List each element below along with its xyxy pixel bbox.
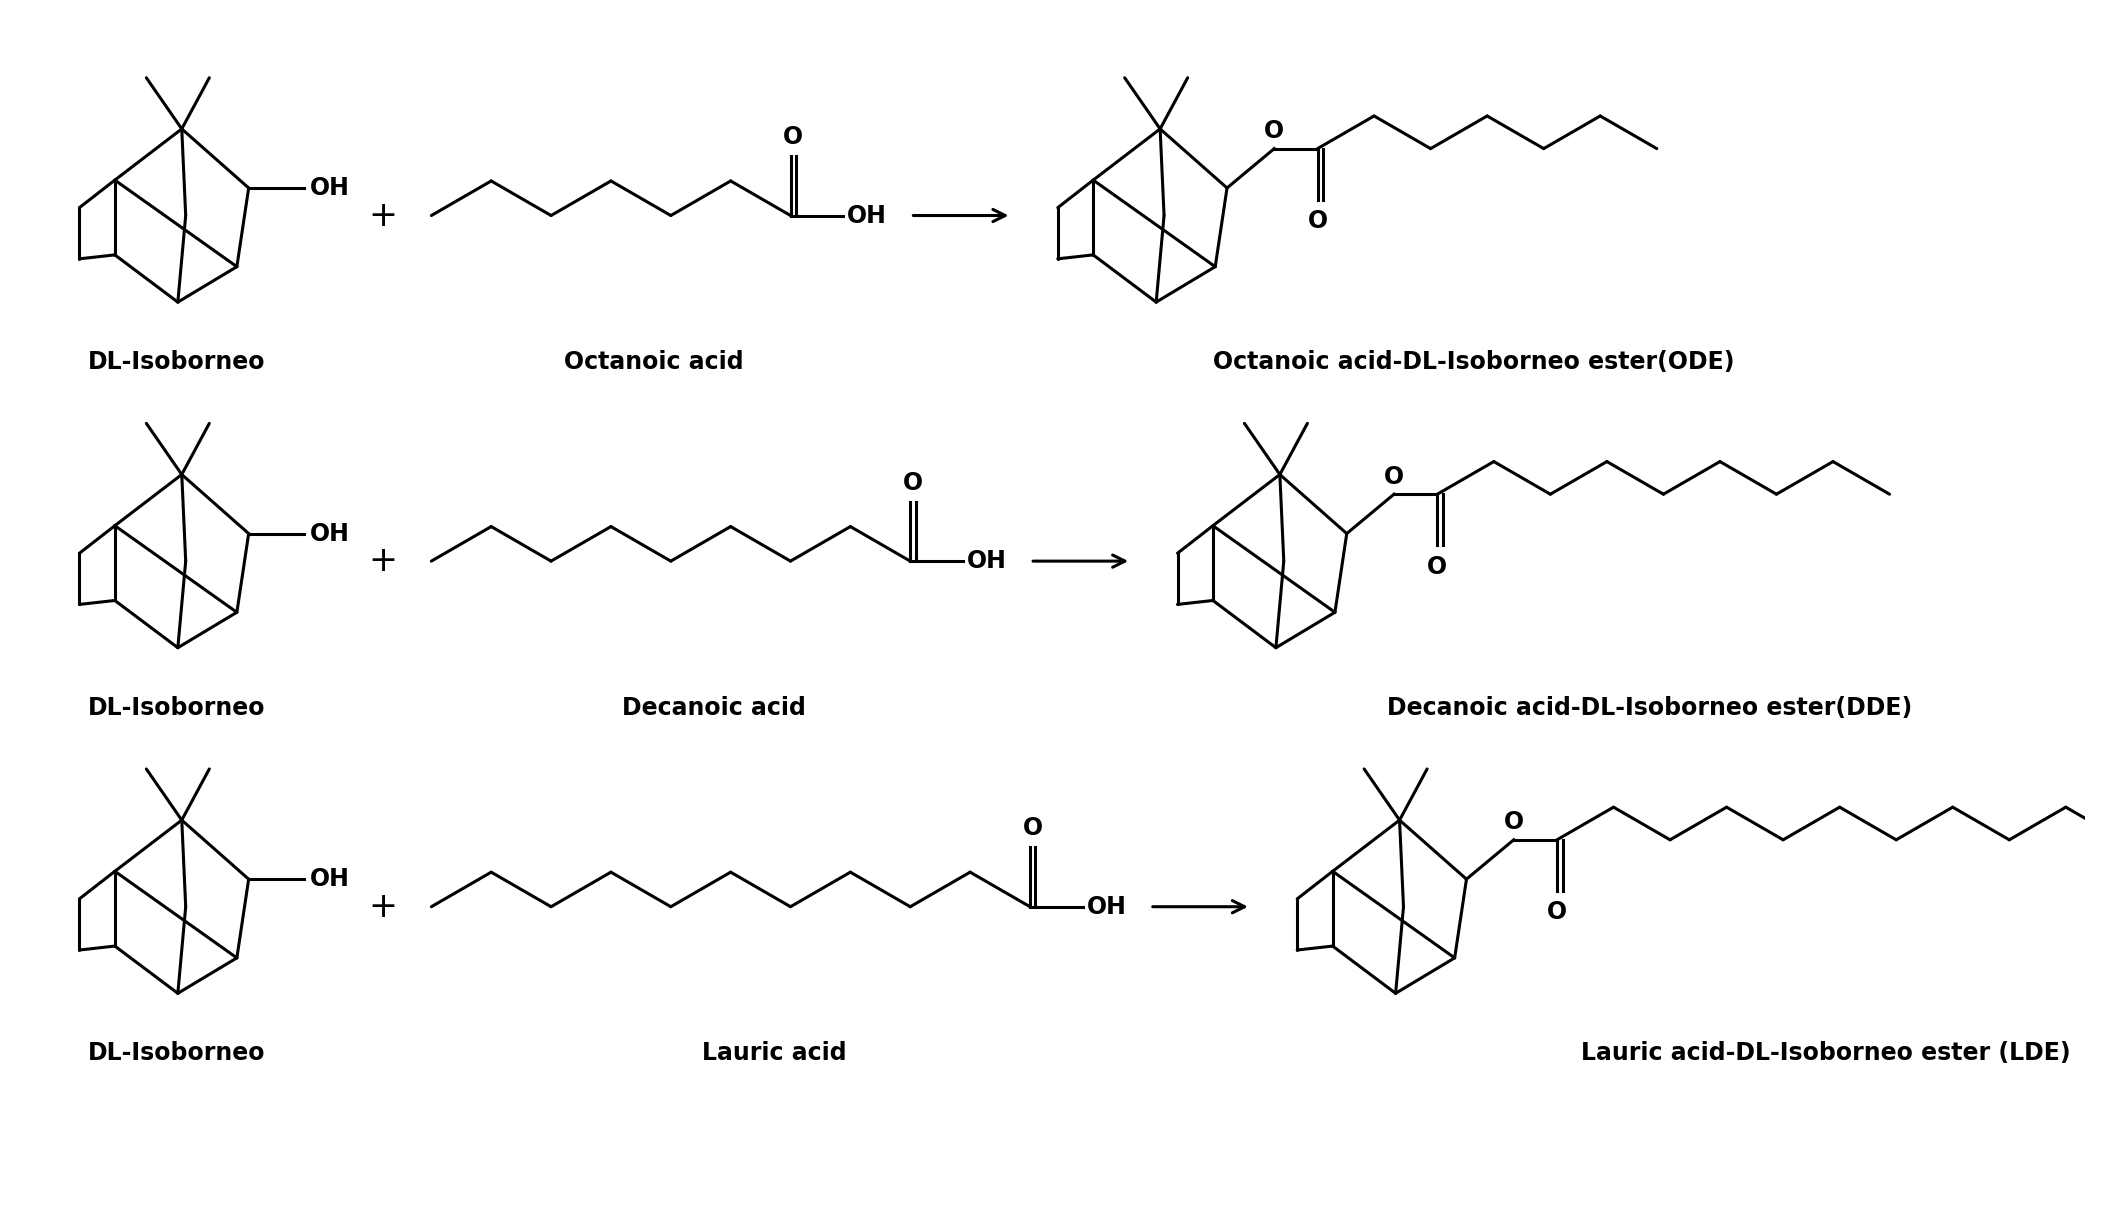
Text: OH: OH (1087, 895, 1126, 919)
Text: DL-Isoborneo: DL-Isoborneo (87, 695, 266, 720)
Text: OH: OH (311, 867, 349, 891)
Text: O: O (902, 471, 924, 494)
Text: Decanoic acid: Decanoic acid (621, 695, 807, 720)
Text: Octanoic acid-DL-Isoborneo ester(ODE): Octanoic acid-DL-Isoborneo ester(ODE) (1213, 350, 1734, 373)
Text: DL-Isoborneo: DL-Isoborneo (87, 350, 266, 373)
Text: OH: OH (847, 203, 887, 228)
Text: O: O (1428, 554, 1447, 579)
Text: Octanoic acid: Octanoic acid (564, 350, 745, 373)
Text: DL-Isoborneo: DL-Isoborneo (87, 1042, 266, 1065)
Text: O: O (783, 125, 802, 149)
Text: OH: OH (311, 176, 349, 200)
Text: O: O (1307, 209, 1328, 234)
Text: Lauric acid-DL-Isoborneo ester (LDE): Lauric acid-DL-Isoborneo ester (LDE) (1581, 1042, 2071, 1065)
Text: OH: OH (311, 521, 349, 546)
Text: O: O (1024, 816, 1043, 841)
Text: Lauric acid: Lauric acid (702, 1042, 847, 1065)
Text: O: O (1264, 119, 1285, 143)
Text: O: O (1383, 465, 1404, 488)
Text: O: O (1547, 901, 1566, 924)
Text: +: + (368, 890, 398, 924)
Text: Decanoic acid-DL-Isoborneo ester(DDE): Decanoic acid-DL-Isoborneo ester(DDE) (1387, 695, 1913, 720)
Text: O: O (1504, 810, 1524, 835)
Text: +: + (368, 198, 398, 233)
Text: +: + (368, 545, 398, 578)
Text: OH: OH (966, 550, 1007, 573)
